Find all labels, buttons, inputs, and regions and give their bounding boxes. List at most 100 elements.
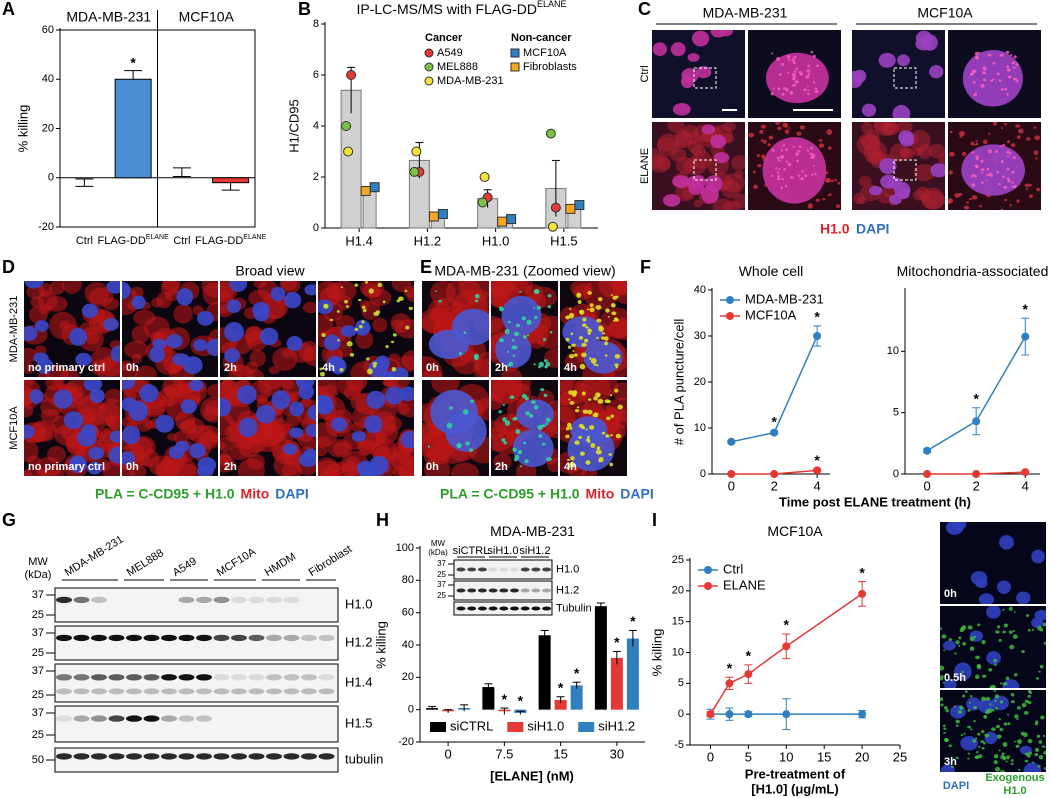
pla-signal	[541, 424, 546, 428]
nucleus	[289, 401, 304, 417]
microscopy-image	[852, 122, 945, 210]
point	[858, 589, 867, 598]
h1-signal	[1006, 757, 1010, 760]
image-label: 0h	[944, 588, 957, 600]
band	[126, 634, 142, 642]
x-tick-label: 0	[923, 478, 930, 493]
nucleus	[1002, 679, 1020, 688]
pla-signal	[614, 388, 619, 393]
pla-signal	[361, 320, 365, 324]
foci	[1011, 171, 1015, 174]
mito	[173, 304, 193, 324]
mito	[61, 281, 82, 294]
pla-signal	[511, 339, 515, 342]
pla-signal	[608, 453, 612, 456]
mito	[300, 397, 312, 407]
foci	[779, 73, 782, 76]
pla-signal	[319, 371, 326, 377]
y-tick-label: 0	[48, 172, 54, 184]
pla-signal	[596, 318, 602, 323]
h1-signal	[1005, 676, 1010, 681]
bar	[482, 687, 495, 710]
pla-signal	[569, 426, 573, 430]
pla-signal	[568, 390, 574, 395]
point	[346, 70, 357, 80]
h1-signal	[990, 684, 996, 688]
point	[424, 76, 434, 86]
pla-signal	[363, 308, 367, 313]
nucleus	[662, 194, 681, 207]
y-tick-label: 10	[694, 422, 706, 434]
foci	[810, 50, 814, 54]
image-label: 0.5h	[944, 672, 966, 684]
pla-signal	[582, 409, 589, 414]
nucleus	[131, 295, 146, 310]
group-title: MCF10A	[179, 9, 235, 25]
pla-signal	[463, 331, 467, 334]
mito	[326, 463, 344, 476]
h1-signal	[999, 700, 1004, 704]
signal	[973, 143, 977, 146]
band	[499, 567, 509, 572]
h1-signal	[948, 744, 952, 748]
signal	[818, 139, 823, 142]
blot	[54, 747, 339, 773]
signal	[807, 203, 813, 209]
nucleus	[224, 322, 244, 342]
pla-signal	[585, 326, 589, 329]
band	[196, 634, 212, 642]
signal	[889, 143, 909, 162]
signal	[1026, 137, 1031, 141]
mito	[41, 465, 65, 476]
annotation: *	[727, 660, 733, 676]
pla-signal	[515, 323, 521, 328]
point	[1021, 332, 1030, 341]
pla-signal	[544, 364, 548, 369]
x-tick-label: Ctrl	[76, 235, 93, 247]
h1-signal	[1041, 745, 1046, 748]
h1-signal	[1027, 739, 1033, 744]
h1-signal	[962, 641, 967, 646]
signal	[1033, 126, 1037, 129]
h1-signal	[1013, 740, 1016, 743]
nucleus	[880, 174, 898, 189]
h1-signal	[973, 705, 977, 710]
blot-label: H1.2	[556, 584, 579, 596]
nucleus	[255, 404, 276, 424]
nucleus	[69, 455, 87, 473]
blot-label: H1.2	[345, 634, 372, 649]
point	[727, 470, 736, 478]
legend-swatch	[430, 722, 446, 732]
pla-signal	[339, 367, 344, 372]
nucleus	[340, 325, 357, 337]
pla-signal	[385, 344, 389, 349]
pla-signal	[546, 457, 552, 462]
nucleus	[512, 429, 554, 468]
y-axis-label: # of PLA puncture/cell	[671, 319, 686, 446]
point	[706, 710, 715, 719]
foci	[812, 54, 816, 58]
h1-signal	[940, 697, 944, 702]
pla-signal	[610, 434, 613, 437]
h1-signal	[955, 756, 959, 760]
blot	[54, 663, 339, 703]
foci	[980, 159, 984, 163]
pla-signal	[511, 345, 518, 350]
mito	[319, 384, 339, 399]
band	[531, 588, 541, 593]
h1-signal	[993, 760, 998, 765]
band	[248, 688, 265, 695]
annotation: *	[630, 613, 636, 629]
nucleus	[304, 284, 316, 296]
band	[231, 634, 247, 642]
pla-signal	[501, 438, 506, 442]
pla-signal	[337, 339, 340, 342]
pla-signal	[602, 332, 606, 335]
h1-signal	[1042, 734, 1046, 737]
pla-signal	[321, 332, 326, 338]
foci	[785, 160, 789, 163]
nucleus	[369, 455, 389, 475]
band	[477, 567, 487, 572]
foci	[814, 90, 819, 93]
h1-signal	[942, 724, 946, 728]
